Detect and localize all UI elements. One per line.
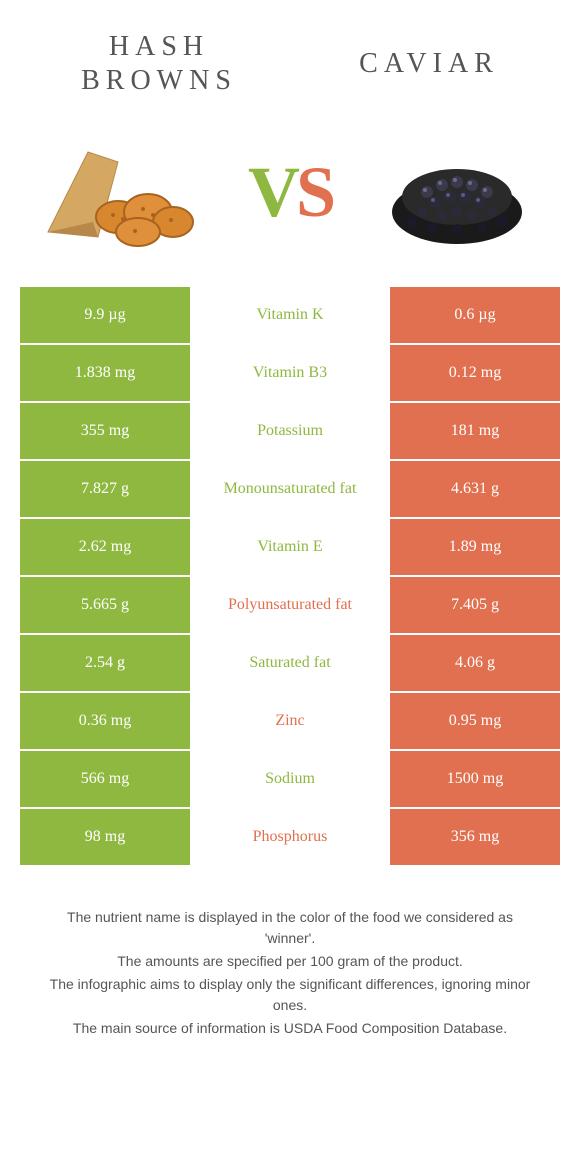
left-value: 2.62 mg: [20, 519, 190, 575]
nutrient-name: Saturated fat: [190, 635, 390, 691]
right-value: 0.6 µg: [390, 287, 560, 343]
images-row: VS: [0, 107, 580, 287]
right-value: 1.89 mg: [390, 519, 560, 575]
footer-line1: The nutrient name is displayed in the co…: [40, 907, 540, 949]
vs-v: V: [248, 152, 296, 232]
left-value: 98 mg: [20, 809, 190, 865]
table-row: 0.36 mgZinc0.95 mg: [20, 693, 560, 751]
right-value: 7.405 g: [390, 577, 560, 633]
left-value: 566 mg: [20, 751, 190, 807]
left-title-line2: BROWNS: [81, 64, 237, 98]
nutrient-name: Potassium: [190, 403, 390, 459]
table-row: 9.9 µgVitamin K0.6 µg: [20, 287, 560, 345]
nutrient-table: 9.9 µgVitamin K0.6 µg1.838 mgVitamin B30…: [20, 287, 560, 867]
left-title-line1: HASH: [81, 30, 237, 64]
left-value: 5.665 g: [20, 577, 190, 633]
left-value: 1.838 mg: [20, 345, 190, 401]
table-row: 7.827 gMonounsaturated fat4.631 g: [20, 461, 560, 519]
nutrient-name: Sodium: [190, 751, 390, 807]
right-food-title: CAVIAR: [359, 47, 499, 81]
left-value: 0.36 mg: [20, 693, 190, 749]
table-row: 5.665 gPolyunsaturated fat7.405 g: [20, 577, 560, 635]
header: HASH BROWNS CAVIAR: [0, 0, 580, 107]
nutrient-name: Monounsaturated fat: [190, 461, 390, 517]
right-value: 356 mg: [390, 809, 560, 865]
table-row: 566 mgSodium1500 mg: [20, 751, 560, 809]
nutrient-name: Zinc: [190, 693, 390, 749]
left-value: 9.9 µg: [20, 287, 190, 343]
nutrient-name: Phosphorus: [190, 809, 390, 865]
table-row: 355 mgPotassium181 mg: [20, 403, 560, 461]
table-row: 98 mgPhosphorus356 mg: [20, 809, 560, 867]
footer-line2: The amounts are specified per 100 gram o…: [40, 951, 540, 972]
vs-label: VS: [248, 151, 332, 234]
footer-line4: The main source of information is USDA F…: [40, 1018, 540, 1039]
footer-line3: The infographic aims to display only the…: [40, 974, 540, 1016]
right-value: 4.06 g: [390, 635, 560, 691]
footer: The nutrient name is displayed in the co…: [40, 907, 540, 1039]
nutrient-name: Vitamin B3: [190, 345, 390, 401]
right-value: 0.95 mg: [390, 693, 560, 749]
right-value: 1500 mg: [390, 751, 560, 807]
table-row: 2.62 mgVitamin E1.89 mg: [20, 519, 560, 577]
nutrient-name: Vitamin K: [190, 287, 390, 343]
left-value: 7.827 g: [20, 461, 190, 517]
right-value: 0.12 mg: [390, 345, 560, 401]
table-row: 1.838 mgVitamin B30.12 mg: [20, 345, 560, 403]
right-value: 4.631 g: [390, 461, 560, 517]
caviar-image: [377, 137, 537, 247]
nutrient-name: Vitamin E: [190, 519, 390, 575]
vs-s: S: [296, 152, 332, 232]
nutrient-name: Polyunsaturated fat: [190, 577, 390, 633]
table-row: 2.54 gSaturated fat4.06 g: [20, 635, 560, 693]
right-value: 181 mg: [390, 403, 560, 459]
left-value: 355 mg: [20, 403, 190, 459]
left-value: 2.54 g: [20, 635, 190, 691]
hash-browns-image: [43, 137, 203, 247]
left-food-title: HASH BROWNS: [81, 30, 237, 97]
